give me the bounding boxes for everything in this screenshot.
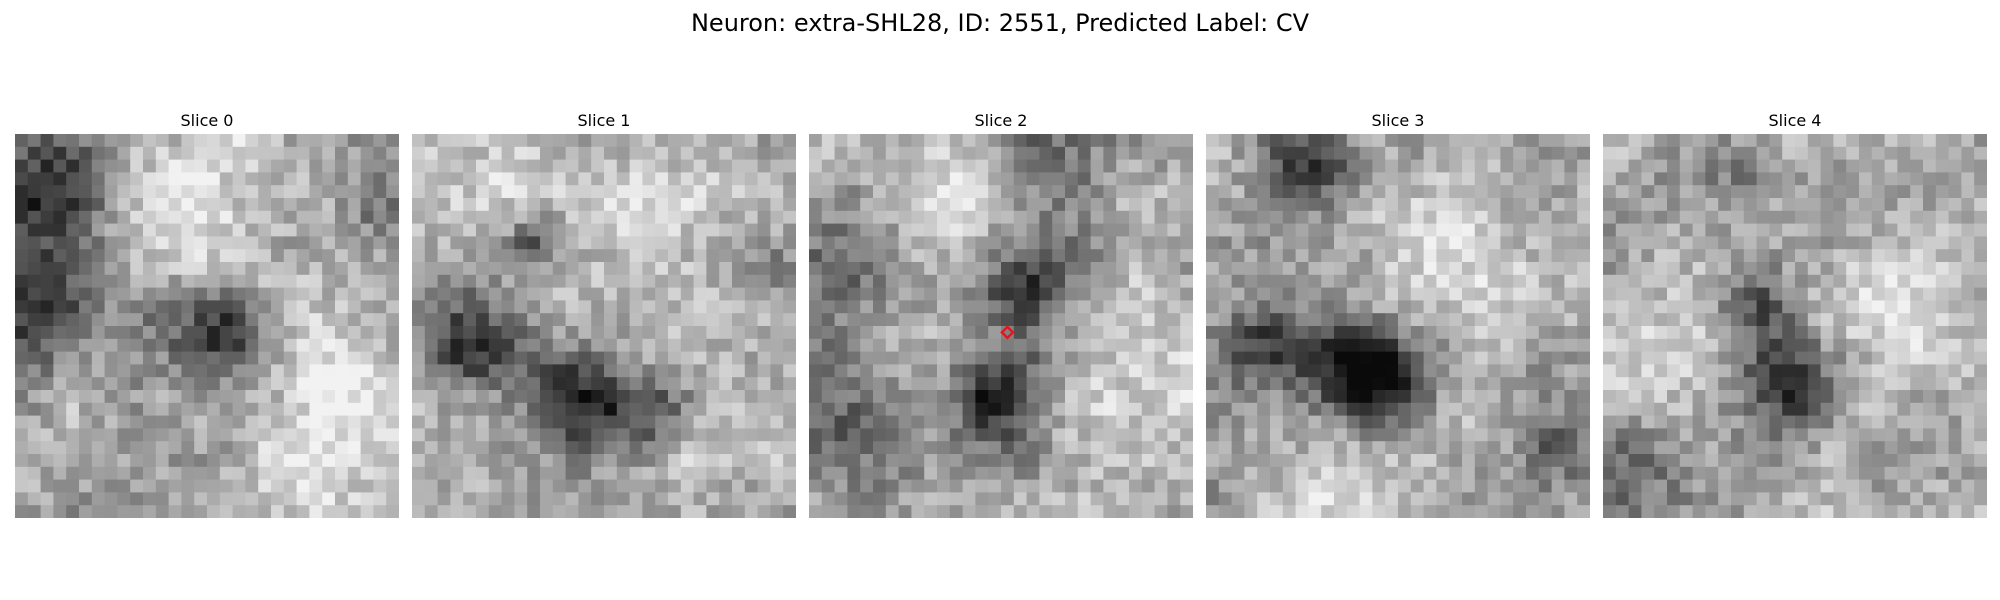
slice-title: Slice 3 xyxy=(1371,111,1425,130)
slice-panel-3: Slice 3 xyxy=(1206,108,1590,518)
slice-panel-1: Slice 1 xyxy=(412,108,796,518)
slice-panel-0: Slice 0 xyxy=(15,108,399,518)
slice-image xyxy=(15,134,399,518)
slice-title: Slice 1 xyxy=(577,111,631,130)
figure-title: Neuron: extra-SHL28, ID: 2551, Predicted… xyxy=(690,9,1310,37)
slice-panel-4: Slice 4 xyxy=(1603,108,1987,518)
slice-image xyxy=(1603,134,1987,518)
slice-image xyxy=(809,134,1193,518)
centroid-marker xyxy=(1000,325,1015,340)
slice-image xyxy=(1206,134,1590,518)
slice-image xyxy=(412,134,796,518)
slice-title: Slice 4 xyxy=(1768,111,1822,130)
slice-panel-2: Slice 2 xyxy=(809,108,1193,518)
slice-title: Slice 2 xyxy=(974,111,1028,130)
slice-title: Slice 0 xyxy=(180,111,234,130)
